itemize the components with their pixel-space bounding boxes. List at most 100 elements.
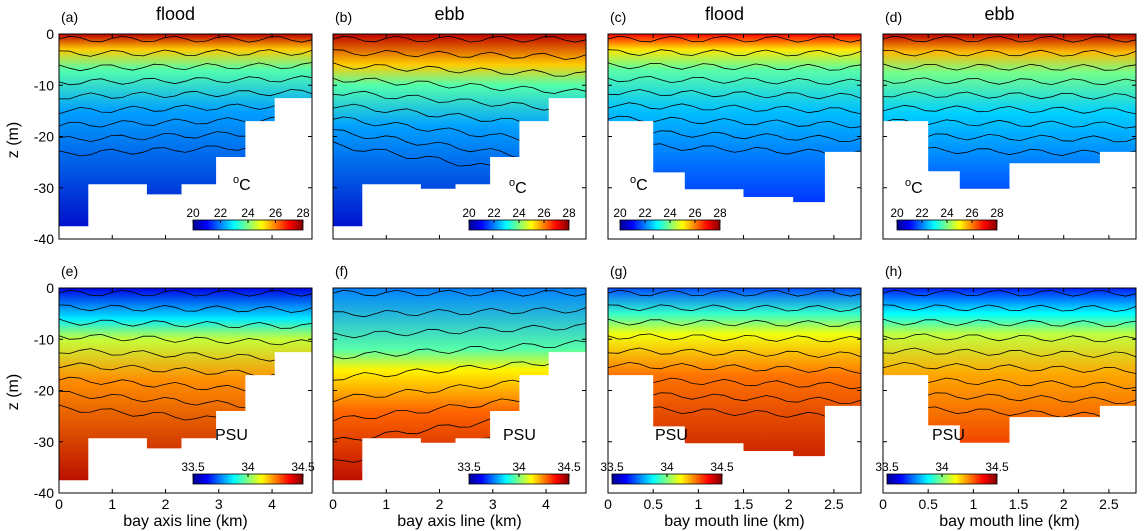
x-tick-label: 3: [489, 496, 497, 512]
contour-line: [607, 89, 862, 100]
y-tick-label: 0: [46, 26, 54, 42]
colorbar-tick-label: 28: [713, 206, 727, 220]
degree-c: C: [515, 180, 527, 197]
x-tick-label: 0: [55, 496, 63, 512]
contour-line: [607, 102, 862, 115]
colorbar-tick-label: 22: [915, 206, 929, 220]
panel-title: flood: [705, 4, 744, 24]
colorbar-tick-label: 33.5: [457, 460, 481, 474]
bathymetry-mask: [608, 121, 861, 239]
y-tick-label: -40: [34, 485, 54, 501]
degree-o: o: [905, 177, 911, 189]
degree-c: C: [239, 177, 251, 194]
panel-h: 0 0.5 1 1.5 2 2.5 bay mouth line (km) (h) PSU 33.…: [875, 263, 1137, 530]
colorbar-tick-label: 33.5: [875, 460, 899, 474]
contour-line: [332, 357, 587, 381]
unit-label: PSU: [655, 427, 688, 444]
bathymetry-mask: [608, 375, 861, 493]
contour-line: [59, 89, 313, 100]
contour-line: [58, 35, 313, 43]
contour-line: [607, 289, 862, 297]
contour-line: [332, 35, 587, 43]
colorbar-tick-label: 20: [890, 206, 904, 220]
x-axis-label: bay mouth line (km): [939, 513, 1080, 530]
x-tick-label: 2: [785, 496, 793, 512]
x-axis-label: bay axis line (km): [123, 513, 247, 530]
contour-line: [882, 304, 1137, 312]
colorbar-tick-label: 26: [269, 206, 283, 220]
panel-letter: (g): [610, 263, 627, 279]
colorbar-tick-label: 26: [537, 206, 551, 220]
x-tick-label: 1: [694, 496, 702, 512]
colorbar-tick-label: 26: [688, 206, 702, 220]
panel-title: ebb: [984, 4, 1014, 24]
colorbar-tick-label: 34: [660, 460, 674, 474]
contour-line: [58, 102, 313, 115]
colorbar-tick-label: 20: [186, 206, 200, 220]
x-tick-label: 4: [268, 496, 276, 512]
x-tick-label: 4: [542, 496, 550, 512]
x-tick-label: 2: [1060, 496, 1068, 512]
panel-letter: (b): [335, 9, 352, 25]
colorbar-tick-label: 22: [638, 206, 652, 220]
x-tick-label: 0: [329, 496, 337, 512]
contour-line: [882, 347, 1137, 358]
colorbar-tick-label: 34: [241, 460, 255, 474]
contour-line: [882, 333, 1137, 343]
x-tick-label: 1: [108, 496, 116, 512]
degree-c: C: [636, 177, 648, 194]
x-tick-label: 1.5: [734, 496, 754, 512]
y-tick-label: -30: [34, 434, 54, 450]
panel-g: 0 0.5 1 1.5 2 2.5 bay mouth line (km) (g) PSU 33.…: [600, 263, 862, 530]
degree-o: o: [509, 177, 515, 189]
y-tick-label: 0: [46, 280, 54, 296]
colorbar-tick-label: 22: [214, 206, 228, 220]
bathymetry-mask: [333, 352, 586, 493]
y-tick-label: -40: [34, 231, 54, 247]
contour-line: [607, 361, 862, 374]
contour-line: [58, 49, 313, 57]
x-tick-label: 2.5: [1099, 496, 1119, 512]
unit-label: oC: [233, 174, 251, 194]
panel-letter: (d): [885, 9, 902, 25]
unit-label: oC: [630, 174, 648, 194]
contour-line: [58, 289, 313, 297]
contour-line: [882, 91, 1137, 100]
y-tick-label: -10: [34, 77, 54, 93]
unit-label: PSU: [503, 427, 536, 444]
contour-line: [332, 49, 587, 60]
contour-line: [882, 361, 1137, 374]
colorbar-tick-label: 28: [296, 206, 310, 220]
degree-c: C: [911, 180, 923, 197]
contour-line: [58, 348, 313, 362]
contour-line: [607, 347, 862, 358]
bathymetry-mask: [883, 375, 1136, 493]
colorbar-tick-label: 34: [935, 460, 949, 474]
contour-line: [58, 304, 313, 313]
y-axis-label: z (m): [5, 122, 22, 158]
contour-line: [332, 77, 587, 94]
y-axis-label: z (m): [5, 374, 22, 410]
x-tick-label: 0: [879, 496, 887, 512]
degree-o: o: [233, 174, 239, 186]
y-tick-label: -20: [34, 129, 54, 145]
unit-label: oC: [905, 177, 923, 197]
contour-line: [607, 75, 862, 85]
x-tick-label: 0.5: [643, 496, 663, 512]
contour-line: [882, 35, 1137, 43]
x-tick-label: 1: [382, 496, 390, 512]
unit-label: PSU: [932, 427, 965, 444]
x-axis-label: bay mouth line (km): [664, 513, 805, 530]
colorbar-tick-label: 24: [663, 206, 677, 220]
contour-line: [882, 63, 1137, 71]
bathymetry-mask: [59, 352, 312, 493]
degree-o: o: [630, 174, 636, 186]
colorbar-tick-label: 34.5: [291, 460, 315, 474]
contour-line: [607, 333, 862, 343]
colorbar-tick-label: 34: [512, 460, 526, 474]
contour-line: [332, 340, 587, 360]
